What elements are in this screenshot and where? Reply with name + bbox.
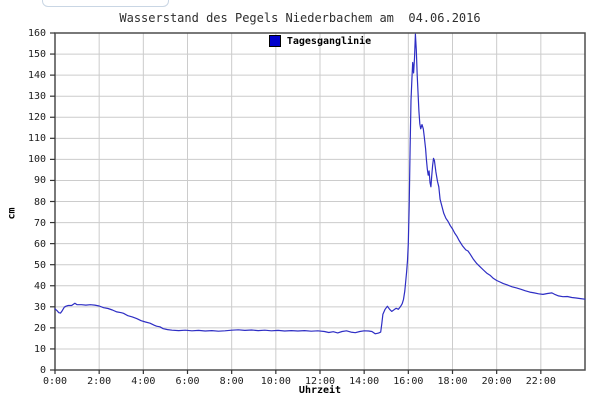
y-axis-tick-label: 40 [33,280,46,292]
x-axis-tick-label: 0:00 [42,376,68,387]
y-axis-tick-label: 160 [27,28,46,39]
x-axis-tick-label: 10:00 [260,376,291,387]
y-axis-tick-label: 60 [33,238,46,250]
tagesganglinie-line [54,33,586,335]
y-axis-tick-label: 150 [27,49,46,61]
x-axis-tick-label: 22:00 [525,376,556,387]
x-axis-tick-label: 16:00 [393,376,424,387]
legend-marker-tagesganglinie [268,35,281,47]
y-axis-tick-label: 140 [27,70,46,82]
legend-label: Tagesganglinie [286,35,372,47]
chart-legend: Tagesganglinie [55,34,585,48]
y-axis-tick-label: 30 [33,301,46,313]
y-axis-tick-label: 70 [33,217,46,229]
x-axis-tick-label: 2:00 [87,376,112,387]
y-axis-tick-label: 120 [27,112,46,124]
x-axis-tick-label: 12:00 [304,376,336,387]
y-axis-tick-label: 130 [27,91,46,103]
x-axis-tick-label: 18:00 [437,376,468,387]
y-axis-tick-label: 50 [33,259,46,271]
x-axis-tick-label: 20:00 [481,376,512,387]
y-axis-tick-label: 110 [27,133,46,145]
x-axis-tick-label: 8:00 [219,376,244,387]
y-axis-tick-label: 100 [27,154,46,166]
chart-title: Wasserstand des Pegels Niederbachem am 0… [119,11,481,25]
y-axis-tick-label: 90 [33,175,46,187]
x-axis-title: Uhrzeit [298,385,342,396]
x-axis-tick-label: 4:00 [131,376,156,387]
x-axis-tick-label: 14:00 [349,376,380,387]
y-axis-tick-label: 80 [33,196,46,208]
x-axis-tick-label: 6:00 [175,376,200,387]
y-axis-tick-label: 10 [33,343,46,355]
y-axis-tick-label: 20 [33,322,46,334]
y-axis-tick-label: 0 [39,365,46,376]
